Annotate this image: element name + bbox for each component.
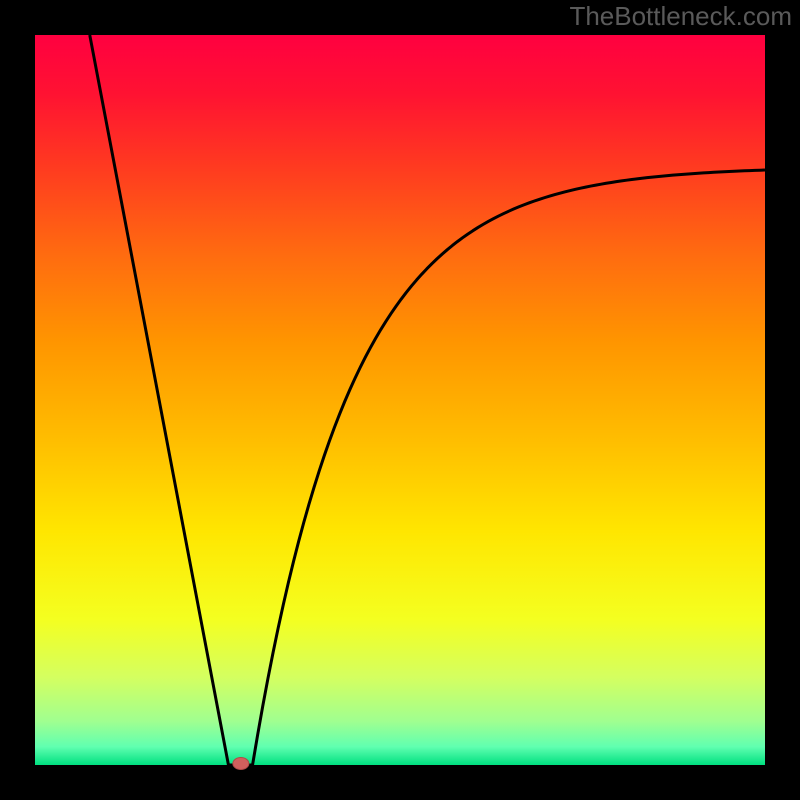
- plot-background: [35, 35, 765, 765]
- optimum-marker: [233, 758, 249, 770]
- watermark-text: TheBottleneck.com: [569, 1, 792, 31]
- bottleneck-chart: TheBottleneck.com: [0, 0, 800, 800]
